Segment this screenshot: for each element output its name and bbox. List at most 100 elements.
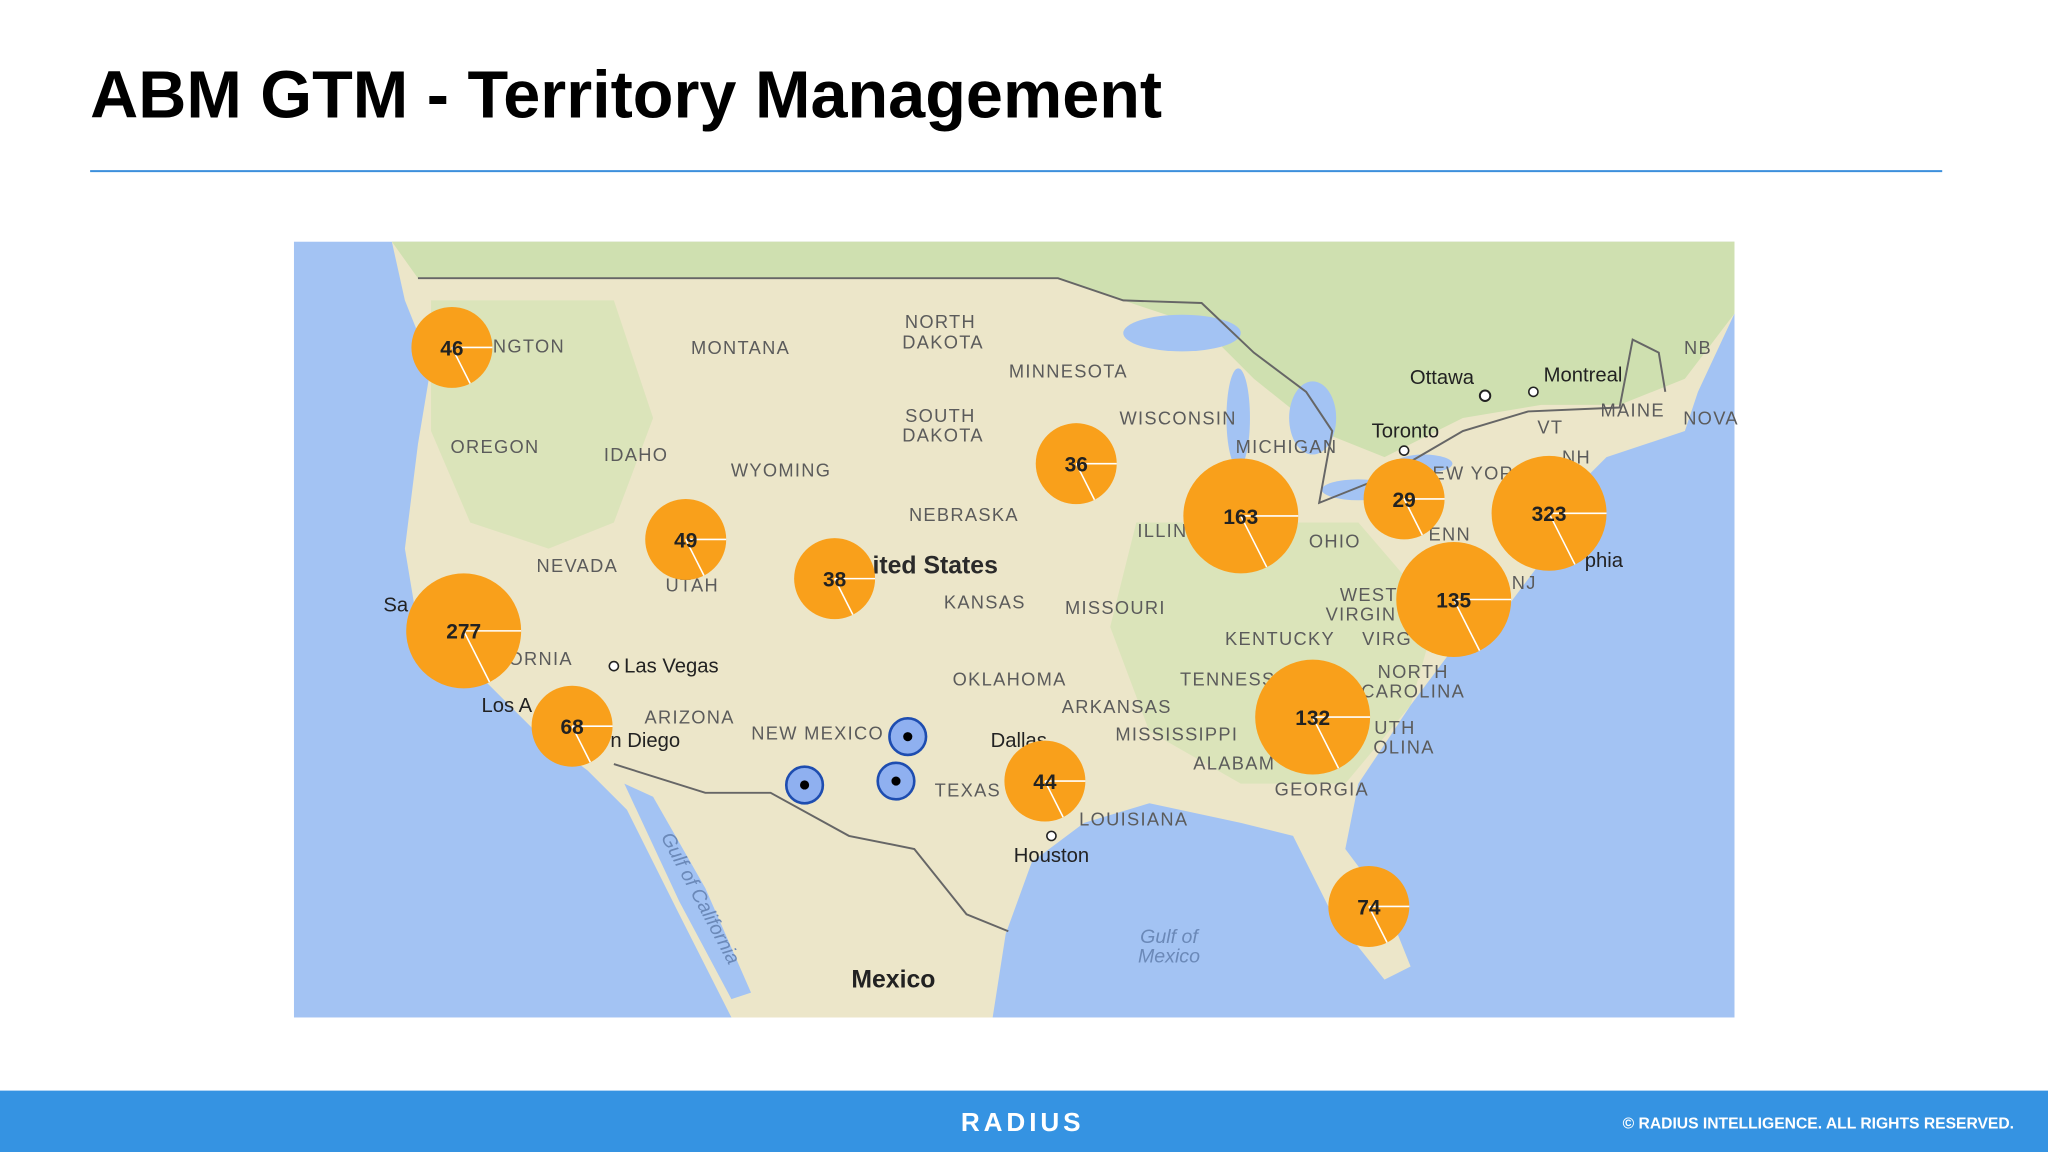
map-label: OLINA	[1373, 737, 1434, 758]
cluster-slice	[1453, 599, 1481, 652]
map-label: Montreal	[1544, 364, 1623, 386]
cluster-count: 49	[674, 529, 697, 552]
cluster-count: 38	[823, 568, 846, 591]
map-label: TEXAS	[935, 780, 1001, 801]
cluster: 49	[645, 498, 727, 580]
map-label: TENNESS	[1180, 669, 1275, 690]
cluster: 135	[1396, 542, 1512, 657]
cluster-bubble	[794, 538, 876, 620]
cluster-count: 74	[1357, 896, 1381, 919]
map-label: OHIO	[1309, 530, 1361, 551]
cluster: 36	[1035, 423, 1117, 505]
map-label: Mexico	[1138, 946, 1200, 968]
map-label: IDAHO	[604, 444, 668, 465]
markers	[608, 386, 1539, 842]
cluster-count: 323	[1532, 503, 1567, 526]
map-label: SOUTH	[905, 405, 975, 426]
map-label: MICHIGAN	[1236, 436, 1338, 457]
cluster-slice	[1240, 515, 1268, 568]
canada-land	[391, 241, 1735, 458]
map-label: ORNIA	[509, 648, 573, 669]
map-label: ILLIN	[1137, 520, 1187, 541]
map-label: Houston	[1014, 845, 1089, 867]
map-label: CAROLINA	[1361, 680, 1465, 701]
map-label: MISSISSIPPI	[1115, 724, 1238, 745]
map-label: NEBRASKA	[909, 504, 1019, 525]
map-label: NORTH	[905, 311, 976, 332]
map-label: NORTH	[1378, 661, 1449, 682]
cluster-count: 29	[1392, 489, 1415, 512]
map-label: KANSAS	[944, 592, 1026, 613]
pin-dot	[800, 780, 810, 790]
map-label: NJ	[1512, 572, 1537, 593]
cluster-slice	[1403, 498, 1424, 536]
copyright: © RADIUS INTELLIGENCE. ALL RIGHTS RESERV…	[1623, 1115, 2014, 1132]
border	[613, 763, 1009, 933]
map-label: MAINE	[1600, 400, 1664, 421]
cluster-slice	[1548, 512, 1576, 565]
map-label: NB	[1684, 337, 1712, 358]
map-label: DAKOTA	[902, 424, 984, 445]
pin-dot	[903, 732, 913, 742]
border	[417, 277, 1667, 505]
cluster: 29	[1363, 458, 1445, 540]
map-label: Gulf of	[1140, 926, 1200, 948]
cluster-slice	[1368, 906, 1388, 943]
map-label: NEW MEXICO	[751, 722, 884, 743]
cluster-count: 163	[1223, 506, 1258, 529]
map-label: EW YOR	[1433, 462, 1515, 483]
cluster: 132	[1255, 659, 1371, 775]
cluster-slice	[833, 578, 854, 616]
cluster-slice	[451, 347, 471, 384]
map-label: Mexico	[851, 966, 935, 993]
map-label: NOVA	[1683, 407, 1739, 428]
cluster-slice	[1311, 716, 1340, 769]
map-label: KENTUCKY	[1225, 628, 1335, 649]
cluster: 38	[794, 538, 876, 620]
cluster-count: 44	[1033, 771, 1057, 794]
cluster: 68	[531, 685, 613, 767]
city-dot	[1046, 830, 1057, 842]
cluster-count: 46	[440, 337, 463, 360]
logo: RADIUS	[961, 1107, 1085, 1137]
cluster-slice	[571, 725, 592, 763]
map-label: phia	[1585, 550, 1624, 572]
map-label: MONTANA	[691, 337, 790, 358]
cluster-count: 277	[446, 621, 481, 644]
city-dot	[1528, 386, 1539, 398]
map-label: Sa	[383, 594, 408, 616]
map-label: VT	[1537, 417, 1563, 438]
map-label: OREGON	[451, 436, 540, 457]
map-label: WISCONSIN	[1119, 407, 1236, 428]
map-label: ENN	[1429, 524, 1471, 545]
map-label: NGTON	[493, 336, 565, 357]
cluster-count: 36	[1065, 454, 1088, 477]
cluster-slice	[1075, 463, 1096, 501]
cluster-bubble	[1363, 458, 1445, 540]
cluster: 46	[411, 306, 493, 388]
map-label: Los A	[481, 695, 532, 717]
map-label: UTAH	[665, 575, 719, 596]
map-label: n Diego	[610, 730, 680, 752]
cluster: 163	[1183, 458, 1299, 574]
cluster-count: 68	[560, 716, 583, 739]
map-label: ALABAM	[1193, 752, 1275, 773]
lake-superior	[1123, 314, 1241, 352]
pin-dot	[891, 776, 901, 786]
map-label: WEST	[1340, 584, 1398, 605]
map-label: NEVADA	[537, 555, 619, 576]
city-dot	[1478, 389, 1492, 402]
map-label: GEORGIA	[1275, 778, 1369, 799]
cluster-bubble	[1004, 740, 1086, 822]
cluster-slice	[1044, 780, 1064, 818]
cluster-count: 132	[1295, 707, 1330, 730]
map-label: ARIZONA	[644, 707, 734, 728]
map-label: MISSOURI	[1065, 597, 1166, 618]
cluster-slice	[685, 539, 705, 576]
cluster: 74	[1328, 865, 1410, 947]
map-label: Ottawa	[1410, 367, 1475, 389]
footer	[0, 1090, 2048, 1152]
